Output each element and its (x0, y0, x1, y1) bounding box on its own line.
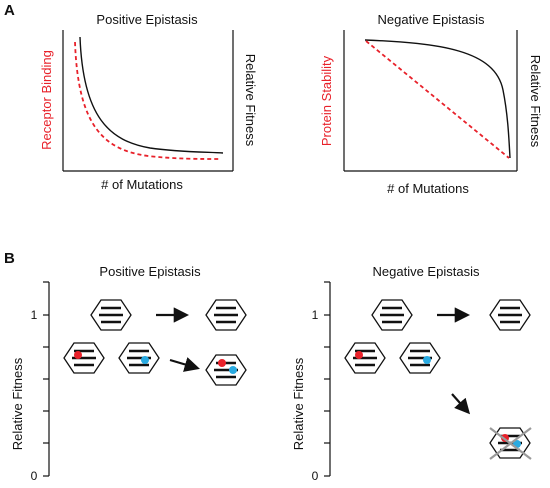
receptor-binding-curve (74, 41, 221, 160)
panel-a-letter: A (4, 2, 15, 19)
relative-fitness-curve (79, 36, 224, 154)
wildtype-protein-icon (89, 298, 133, 332)
unstable-double-mutant-protein-icon (488, 426, 532, 460)
negative-arrow-down-icon (451, 393, 471, 415)
negative-epistasis-diagram-title: Negative Epistasis (373, 264, 480, 279)
negative-epistasis-diagram: Negative Epistasis 1 0 Relative Fitness (291, 264, 532, 483)
protein-stability-line (365, 40, 510, 159)
double-mutant-protein-icon (204, 353, 248, 387)
positive-epistasis-chart-title: Positive Epistasis (96, 12, 198, 27)
positive-tick-one-label: 1 (31, 308, 38, 322)
negative-blue-mutant-protein-icon (398, 341, 442, 375)
negative-diagram-ylabel: Relative Fitness (291, 357, 306, 450)
positive-diagram-ylabel: Relative Fitness (10, 357, 25, 450)
negative-tick-one-label: 1 (312, 308, 319, 322)
negative-chart-relative-fitness-label: Relative Fitness (528, 55, 543, 148)
positive-tick-zero-label: 0 (31, 469, 38, 483)
wildtype-protein-result-icon (204, 298, 248, 332)
positive-epistasis-diagram-title: Positive Epistasis (99, 264, 201, 279)
arrow-diagonal-icon (169, 357, 200, 372)
blue-mutant-protein-icon (117, 341, 161, 375)
positive-epistasis-diagram: Positive Epistasis 1 0 Relative Fitness (10, 264, 248, 483)
negative-epistasis-chart-title: Negative Epistasis (378, 12, 485, 27)
negative-red-mutant-protein-icon (343, 341, 387, 375)
protein-stability-label: Protein Stability (319, 55, 334, 146)
positive-epistasis-chart: Positive Epistasis Receptor Binding Rela… (39, 12, 258, 192)
negative-wildtype-protein-result-icon (488, 298, 532, 332)
positive-chart-x-label: # of Mutations (101, 177, 183, 192)
negative-tick-zero-label: 0 (312, 469, 319, 483)
negative-diagram-ticks (324, 281, 330, 477)
panel-b-letter: B (4, 250, 15, 267)
negative-wildtype-protein-icon (370, 298, 414, 332)
positive-diagram-ticks (43, 281, 49, 477)
negative-chart-x-label: # of Mutations (387, 181, 469, 196)
receptor-binding-label: Receptor Binding (39, 50, 54, 150)
negative-epistasis-chart: Negative Epistasis Protein Stability Rel… (319, 12, 543, 196)
negative-relative-fitness-curve (364, 39, 511, 159)
positive-chart-relative-fitness-label: Relative Fitness (243, 54, 258, 147)
red-mutant-protein-icon (62, 341, 106, 375)
